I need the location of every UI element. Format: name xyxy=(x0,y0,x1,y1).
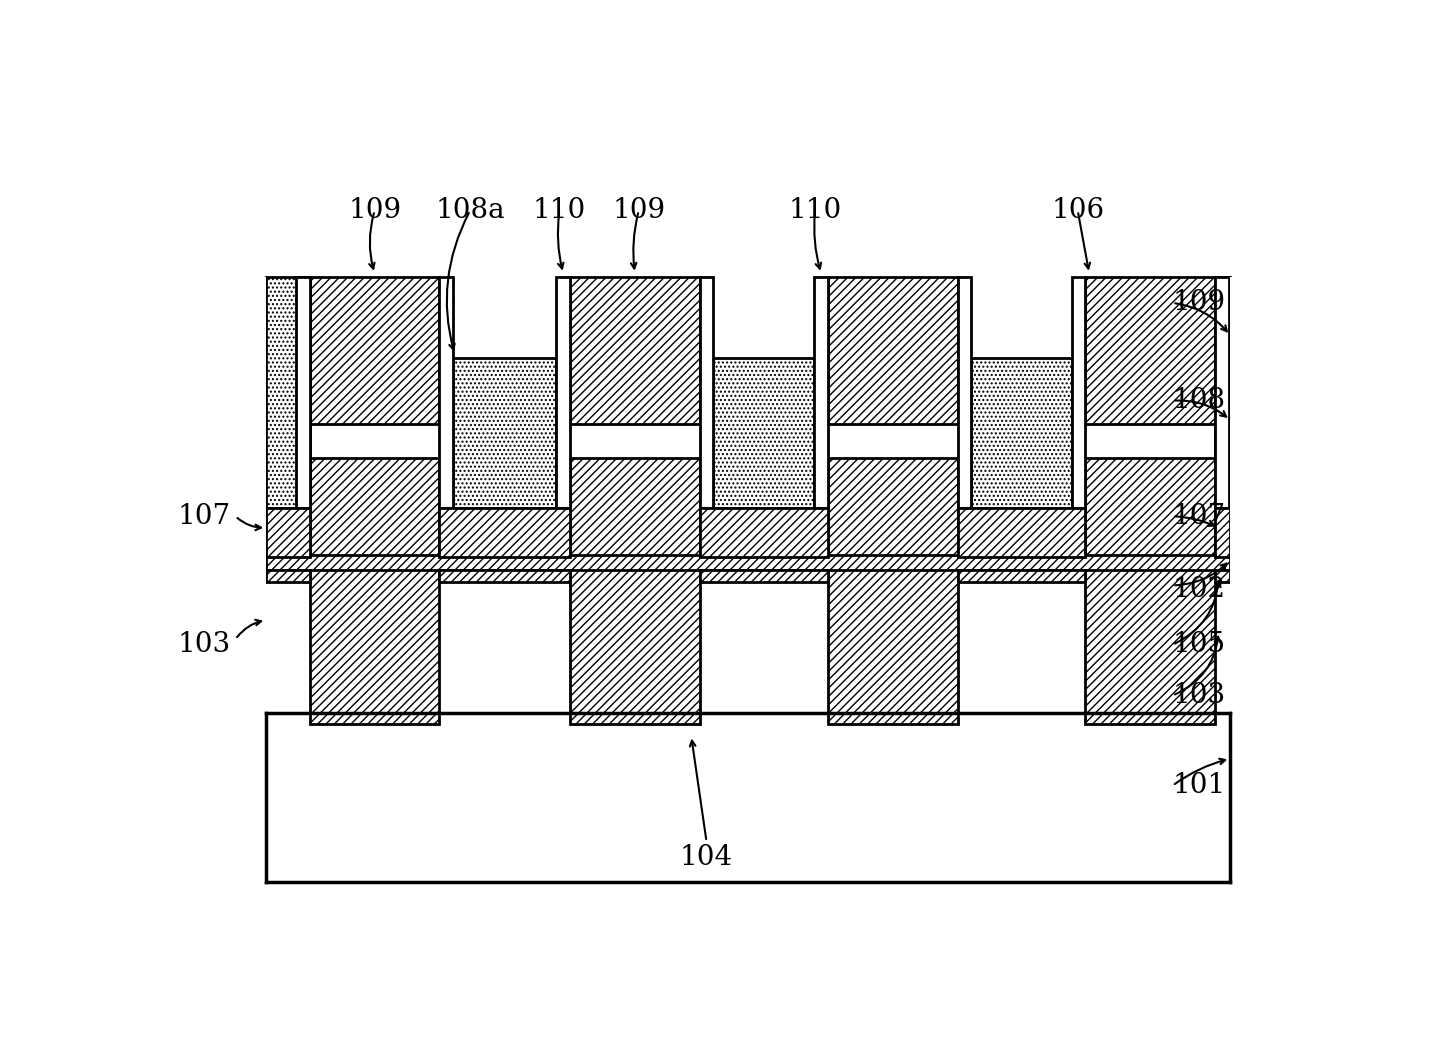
Text: 107: 107 xyxy=(178,503,231,529)
Bar xyxy=(700,570,828,581)
Text: 107: 107 xyxy=(1172,503,1225,529)
Text: 101: 101 xyxy=(1172,772,1225,799)
Text: 104: 104 xyxy=(680,843,733,871)
Text: 103: 103 xyxy=(1172,682,1225,709)
Bar xyxy=(310,458,439,724)
Bar xyxy=(700,508,828,557)
Bar xyxy=(453,359,557,508)
Text: 109: 109 xyxy=(613,197,666,224)
Bar xyxy=(265,713,1230,882)
Bar xyxy=(700,278,713,508)
Bar xyxy=(570,458,700,724)
Bar xyxy=(828,278,957,423)
Bar xyxy=(184,278,265,586)
Bar xyxy=(265,570,310,581)
Bar xyxy=(1085,278,1215,423)
Bar xyxy=(971,359,1072,508)
Bar xyxy=(570,278,700,423)
Bar xyxy=(1072,278,1085,508)
Bar xyxy=(439,508,570,557)
Bar xyxy=(557,278,570,508)
Text: 109: 109 xyxy=(349,197,402,224)
Text: 103: 103 xyxy=(178,631,231,658)
Bar xyxy=(1215,508,1230,557)
Text: 109: 109 xyxy=(1172,290,1225,316)
Bar xyxy=(1215,570,1230,581)
Bar xyxy=(1215,278,1228,508)
Bar xyxy=(265,508,310,557)
Bar xyxy=(265,555,1230,570)
Text: 110: 110 xyxy=(788,197,842,224)
Bar xyxy=(957,508,1085,557)
Bar xyxy=(1230,278,1289,586)
Bar xyxy=(815,278,828,508)
Bar xyxy=(265,278,310,508)
Bar xyxy=(439,278,453,508)
Text: 108a: 108a xyxy=(435,197,505,224)
Text: 102: 102 xyxy=(1172,576,1225,603)
Bar xyxy=(439,570,570,581)
Bar xyxy=(713,359,815,508)
Bar xyxy=(957,570,1085,581)
Bar xyxy=(957,278,971,508)
Text: 106: 106 xyxy=(1052,197,1105,224)
Bar xyxy=(1085,458,1215,724)
Bar xyxy=(296,278,310,508)
Text: 108: 108 xyxy=(1172,387,1225,414)
Bar xyxy=(310,278,439,423)
Text: 110: 110 xyxy=(532,197,585,224)
Bar xyxy=(828,458,957,724)
Bar xyxy=(1215,278,1230,508)
Text: 105: 105 xyxy=(1172,631,1225,658)
